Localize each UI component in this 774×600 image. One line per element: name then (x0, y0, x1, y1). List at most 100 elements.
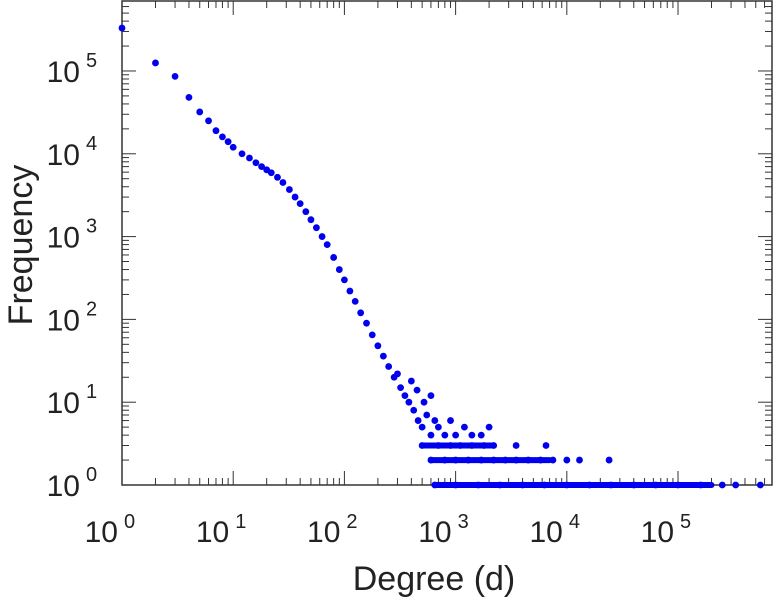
data-point (335, 266, 343, 273)
data-point (549, 456, 557, 464)
data-point (718, 481, 726, 489)
x-axis-title: Degree (d) (353, 560, 516, 598)
y-tick-exponent: 2 (86, 298, 97, 320)
data-point (323, 241, 331, 249)
data-point (401, 392, 409, 400)
data-points (118, 24, 764, 489)
data-point (605, 456, 613, 464)
data-point (118, 24, 126, 32)
data-point (468, 442, 476, 449)
data-point (274, 173, 281, 181)
data-point (307, 216, 315, 224)
data-point (196, 108, 204, 116)
y-tick-label: 10 0 (47, 464, 98, 503)
data-point (246, 154, 253, 162)
data-point (427, 456, 435, 464)
y-tick-base: 10 (47, 56, 80, 89)
y-tick-label: 10 5 (47, 50, 98, 89)
data-point (410, 406, 418, 414)
data-point (394, 370, 401, 378)
data-point (205, 117, 212, 125)
x-tick-label: 10 4 (529, 511, 580, 549)
data-point (496, 481, 504, 489)
y-tick-labels: 10 0 10 1 10 2 10 3 10 4 10 5 (47, 50, 98, 503)
data-point (279, 179, 287, 186)
data-point (171, 73, 179, 80)
x-tick-exponent: 2 (346, 511, 357, 533)
plot-frame (121, 0, 773, 486)
x-tick-exponent: 0 (124, 511, 135, 533)
y-tick-label: 10 1 (47, 381, 98, 420)
data-point (379, 352, 387, 360)
data-point (512, 456, 520, 464)
data-point (423, 411, 431, 419)
data-point (563, 481, 571, 489)
data-point (586, 481, 593, 489)
data-point (363, 319, 370, 327)
data-point (405, 398, 413, 406)
data-point (485, 423, 493, 431)
data-point (434, 442, 442, 449)
data-point (407, 377, 415, 385)
y-tick-base: 10 (47, 387, 80, 420)
y-tick-exponent: 4 (86, 133, 97, 155)
data-point (452, 481, 460, 489)
data-point (313, 224, 320, 232)
x-tick-base: 10 (196, 516, 229, 549)
data-point (576, 456, 583, 464)
x-tick-exponent: 4 (569, 511, 580, 533)
x-tick-base: 10 (529, 516, 562, 549)
data-point (524, 456, 532, 464)
data-point (397, 384, 404, 392)
y-tick-label: 10 3 (47, 216, 98, 255)
data-point (447, 417, 454, 424)
data-point (385, 363, 393, 370)
x-tick-label: 10 2 (307, 511, 358, 549)
data-point (267, 169, 275, 177)
data-point (341, 276, 348, 284)
data-point (296, 200, 304, 208)
x-tick-labels: 10 0 10 1 10 2 10 3 10 4 10 5 (85, 511, 692, 549)
x-tick-label: 10 0 (85, 511, 136, 549)
y-tick-base: 10 (47, 304, 80, 337)
x-tick-base: 10 (307, 516, 340, 549)
data-point (456, 442, 464, 449)
data-point (252, 159, 260, 167)
data-point (697, 481, 705, 489)
data-point (229, 143, 237, 151)
data-point (537, 456, 544, 464)
data-point (318, 233, 326, 240)
data-point (224, 138, 232, 146)
data-point (519, 481, 526, 489)
data-point (452, 431, 460, 439)
y-tick-label: 10 2 (47, 298, 98, 337)
data-point (441, 456, 449, 464)
x-tick-exponent: 5 (680, 511, 691, 533)
x-tick-exponent: 3 (458, 511, 469, 533)
data-point (185, 93, 193, 101)
data-point (258, 163, 265, 171)
data-point (302, 208, 310, 216)
data-point (477, 431, 485, 439)
y-axis-title: Frequency (2, 165, 40, 326)
data-point (468, 431, 476, 439)
data-point (756, 481, 764, 489)
data-point (374, 342, 382, 350)
tick-marks (121, 0, 773, 486)
y-tick-base: 10 (47, 139, 80, 172)
data-point (431, 481, 439, 489)
data-point (152, 59, 159, 67)
y-tick-base: 10 (47, 470, 80, 503)
x-tick-base: 10 (85, 516, 118, 549)
data-point (512, 442, 520, 449)
data-point (541, 481, 548, 489)
y-tick-exponent: 1 (86, 381, 97, 403)
data-point (461, 423, 468, 431)
data-point (431, 417, 439, 424)
data-point (238, 150, 246, 158)
x-tick-base: 10 (641, 516, 674, 549)
data-point (285, 186, 293, 193)
y-tick-base: 10 (47, 222, 80, 255)
data-point (441, 431, 449, 439)
